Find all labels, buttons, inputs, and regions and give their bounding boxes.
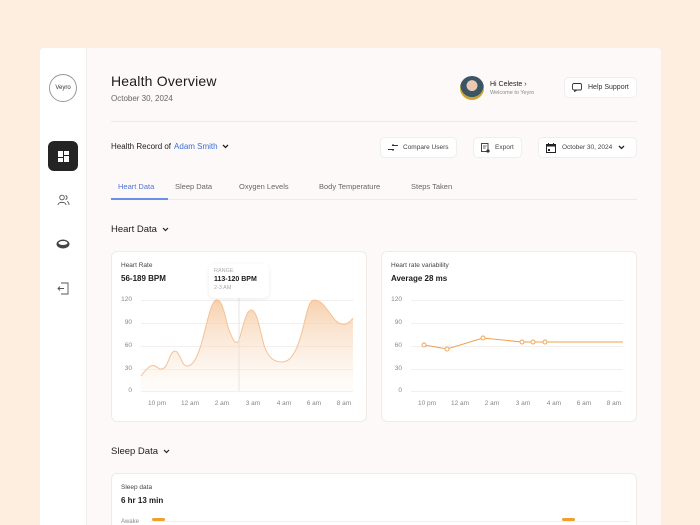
y-tick: 60 <box>394 342 402 349</box>
sidebar: Veyro <box>40 48 87 525</box>
x-tick: 4 am <box>546 400 562 407</box>
logo-text: Veyro <box>55 85 71 91</box>
chevron-down-icon <box>162 227 169 232</box>
y-tick: 120 <box>391 296 402 303</box>
calendar-icon <box>546 142 556 153</box>
chevron-right-icon: › <box>524 80 527 88</box>
record-prefix: Health Record of <box>111 142 172 151</box>
sleep-label: Sleep data <box>121 484 153 491</box>
page-date: October 30, 2024 <box>111 94 173 103</box>
gridline <box>411 346 623 347</box>
gridline <box>411 369 623 370</box>
chevron-down-icon <box>163 449 170 454</box>
awake-segment[interactable] <box>152 518 165 521</box>
sleep-row-label-awake: Awake <box>121 519 139 525</box>
sleep-card: Sleep data 6 hr 13 min Awake <box>111 473 637 525</box>
sidebar-item-ring[interactable] <box>48 229 78 259</box>
heart-data-section-title: Heart Data <box>111 224 157 235</box>
chevron-down-icon <box>618 145 625 150</box>
x-tick: 6 am <box>576 400 592 407</box>
compare-users-label: Compare Users <box>403 144 449 151</box>
tooltip-time: 2-3 AM <box>214 285 232 291</box>
export-label: Export <box>495 144 514 151</box>
page-title: Health Overview <box>111 73 217 89</box>
sleep-data-section-title: Sleep Data <box>111 446 159 457</box>
tab-oxygen-levels[interactable]: Oxygen Levels <box>239 182 289 191</box>
y-tick: 30 <box>394 365 402 372</box>
tooltip-value: 113-120 BPM <box>214 276 257 283</box>
x-tick: 12 am <box>180 400 200 407</box>
y-tick: 30 <box>124 365 132 372</box>
gridline <box>411 300 623 301</box>
y-tick: 90 <box>124 319 132 326</box>
y-tick: 90 <box>394 319 402 326</box>
chevron-down-icon <box>222 144 229 149</box>
heart-rate-label: Heart Rate <box>121 262 153 269</box>
hrv-value: Average 28 ms <box>391 274 448 283</box>
user-subtitle: Welcome to Yeyro <box>490 89 535 96</box>
gridline <box>411 391 623 392</box>
awake-segment[interactable] <box>562 518 575 521</box>
logout-icon <box>57 282 69 295</box>
tab-heart-data[interactable]: Heart Data <box>111 178 168 200</box>
avatar <box>460 76 484 100</box>
health-record-selector[interactable]: Health Record of Adam Smith <box>111 142 229 151</box>
y-tick: 0 <box>398 387 402 394</box>
x-tick: 2 am <box>484 400 500 407</box>
help-support-label: Help Support <box>588 84 629 91</box>
date-picker[interactable]: October 30, 2024 <box>538 137 637 158</box>
tab-steps-taken[interactable]: Steps Taken <box>411 182 453 191</box>
sidebar-item-dashboard[interactable] <box>48 141 78 171</box>
sleep-data-section-toggle[interactable]: Sleep Data <box>111 446 170 457</box>
compare-users-button[interactable]: Compare Users <box>380 137 457 158</box>
gridline <box>150 521 630 522</box>
x-tick: 12 am <box>450 400 470 407</box>
hrv-card: Heart rate variability Average 28 ms 120… <box>381 251 637 422</box>
user-greeting: Hi Celeste <box>490 80 523 88</box>
gridline <box>411 323 623 324</box>
user-menu[interactable]: Hi Celeste › Welcome to Yeyro <box>460 76 534 100</box>
sidebar-item-users[interactable] <box>48 185 78 215</box>
gridline <box>141 391 353 392</box>
x-tick: 8 am <box>606 400 622 407</box>
compare-icon <box>388 144 398 151</box>
users-icon <box>57 194 70 206</box>
tooltip-label: RANGE <box>214 268 234 274</box>
tab-sleep-data[interactable]: Sleep Data <box>175 182 213 191</box>
x-tick: 10 pm <box>147 400 167 407</box>
x-tick: 3 am <box>245 400 261 407</box>
date-picker-label: October 30, 2024 <box>562 144 613 151</box>
heart-rate-card: Heart Rate 56-189 BPM 120 90 60 30 0 <box>111 251 367 422</box>
heart-rate-value: 56-189 BPM <box>121 274 166 283</box>
x-tick: 6 am <box>306 400 322 407</box>
x-tick: 10 pm <box>417 400 437 407</box>
heart-rate-tooltip: RANGE 113-120 BPM 2-3 AM <box>209 264 269 298</box>
export-icon <box>481 142 490 153</box>
ring-icon <box>56 239 70 249</box>
y-tick: 120 <box>121 296 132 303</box>
tab-bar: Heart Data Sleep Data Oxygen Levels Body… <box>111 178 637 200</box>
grid-icon <box>57 150 69 162</box>
heart-rate-area-chart[interactable] <box>141 292 353 392</box>
x-tick: 3 am <box>515 400 531 407</box>
record-name: Adam Smith <box>174 142 218 151</box>
tab-body-temperature[interactable]: Body Temperature <box>319 182 381 191</box>
y-tick: 60 <box>124 342 132 349</box>
brand-logo[interactable]: Veyro <box>49 74 77 102</box>
sidebar-item-logout[interactable] <box>48 273 78 303</box>
gridline <box>141 300 353 301</box>
chat-icon <box>572 83 582 92</box>
x-tick: 4 am <box>276 400 292 407</box>
sleep-value: 6 hr 13 min <box>121 496 164 505</box>
header-divider <box>111 121 637 122</box>
x-tick: 8 am <box>336 400 352 407</box>
y-tick: 0 <box>128 387 132 394</box>
app-window: Veyro Health Overview October 30, 2024 <box>40 48 661 525</box>
x-tick: 2 am <box>214 400 230 407</box>
export-button[interactable]: Export <box>473 137 522 158</box>
heart-data-section-toggle[interactable]: Heart Data <box>111 224 169 235</box>
help-support-button[interactable]: Help Support <box>564 77 637 98</box>
hrv-line-chart[interactable] <box>411 292 623 392</box>
hrv-label: Heart rate variability <box>391 262 449 269</box>
